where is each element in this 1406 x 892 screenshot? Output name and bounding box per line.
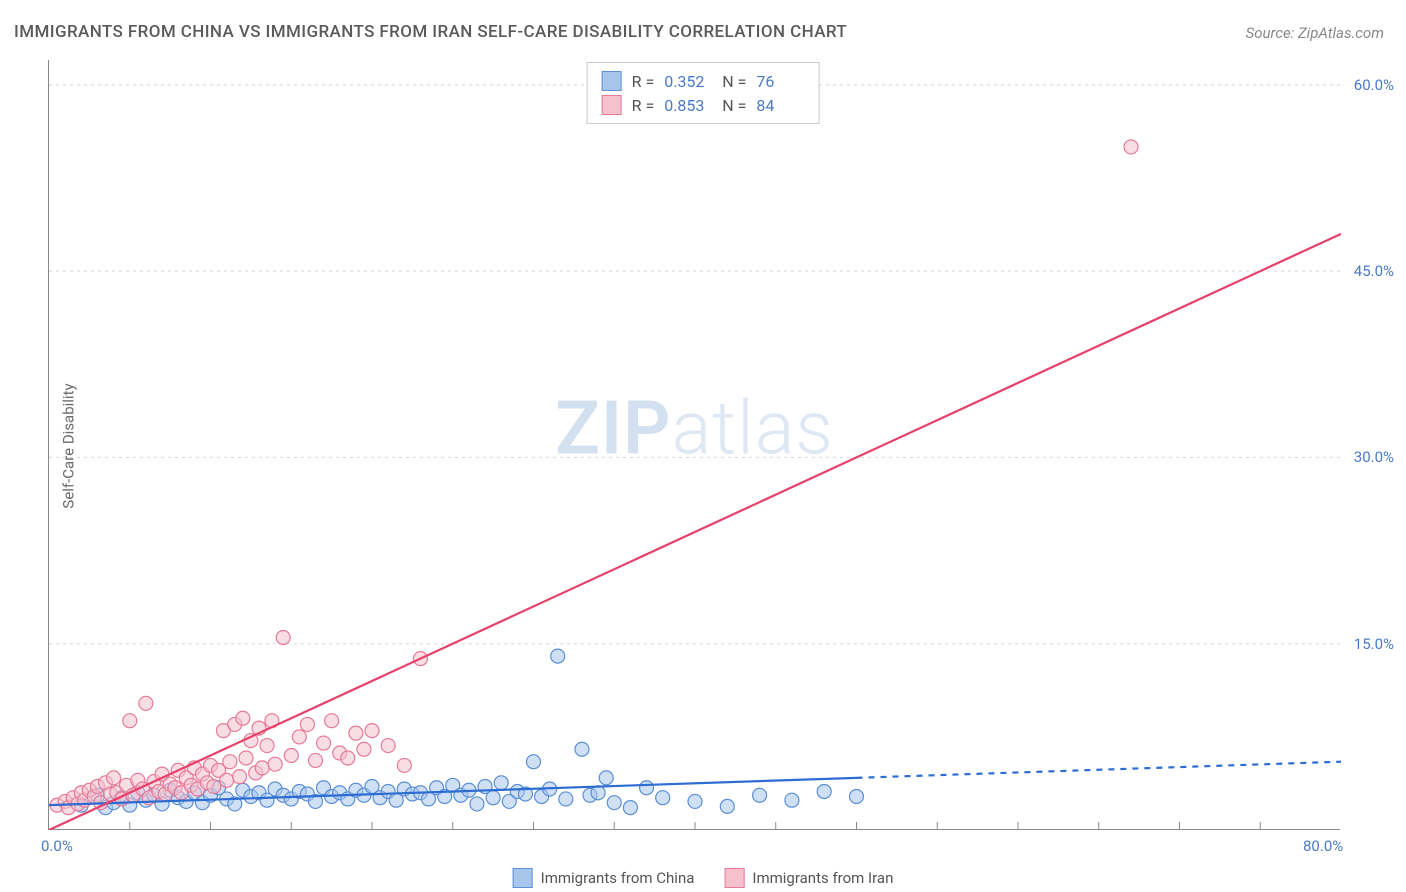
legend-item-china: Immigrants from China <box>513 868 695 888</box>
correlation-legend: R = 0.352 N = 76 R = 0.853 N = 84 <box>587 62 820 124</box>
y-tick-label: 45.0% <box>1354 262 1394 280</box>
y-tick-label: 30.0% <box>1354 448 1394 466</box>
legend-swatch-china <box>602 71 622 91</box>
chart-title: IMMIGRANTS FROM CHINA VS IMMIGRANTS FROM… <box>14 22 847 42</box>
legend-swatch-china-icon <box>513 868 533 888</box>
legend-swatch-iran <box>602 95 622 115</box>
series-legend: Immigrants from China Immigrants from Ir… <box>513 868 894 888</box>
y-tick-label: 60.0% <box>1354 76 1394 94</box>
y-tick-label: 15.0% <box>1354 635 1394 653</box>
scatter-plot: ZIPatlas 15.0%30.0%45.0%60.0%0.0%80.0% <box>48 60 1340 830</box>
legend-swatch-iran-icon <box>724 868 744 888</box>
plot-svg <box>49 60 1341 830</box>
x-tick-label: 80.0% <box>1303 837 1343 855</box>
x-tick-label: 0.0% <box>41 837 73 855</box>
legend-row-iran: R = 0.853 N = 84 <box>602 93 805 117</box>
source-attribution: Source: ZipAtlas.com <box>1246 24 1384 42</box>
legend-item-iran: Immigrants from Iran <box>724 868 893 888</box>
legend-row-china: R = 0.352 N = 76 <box>602 69 805 93</box>
